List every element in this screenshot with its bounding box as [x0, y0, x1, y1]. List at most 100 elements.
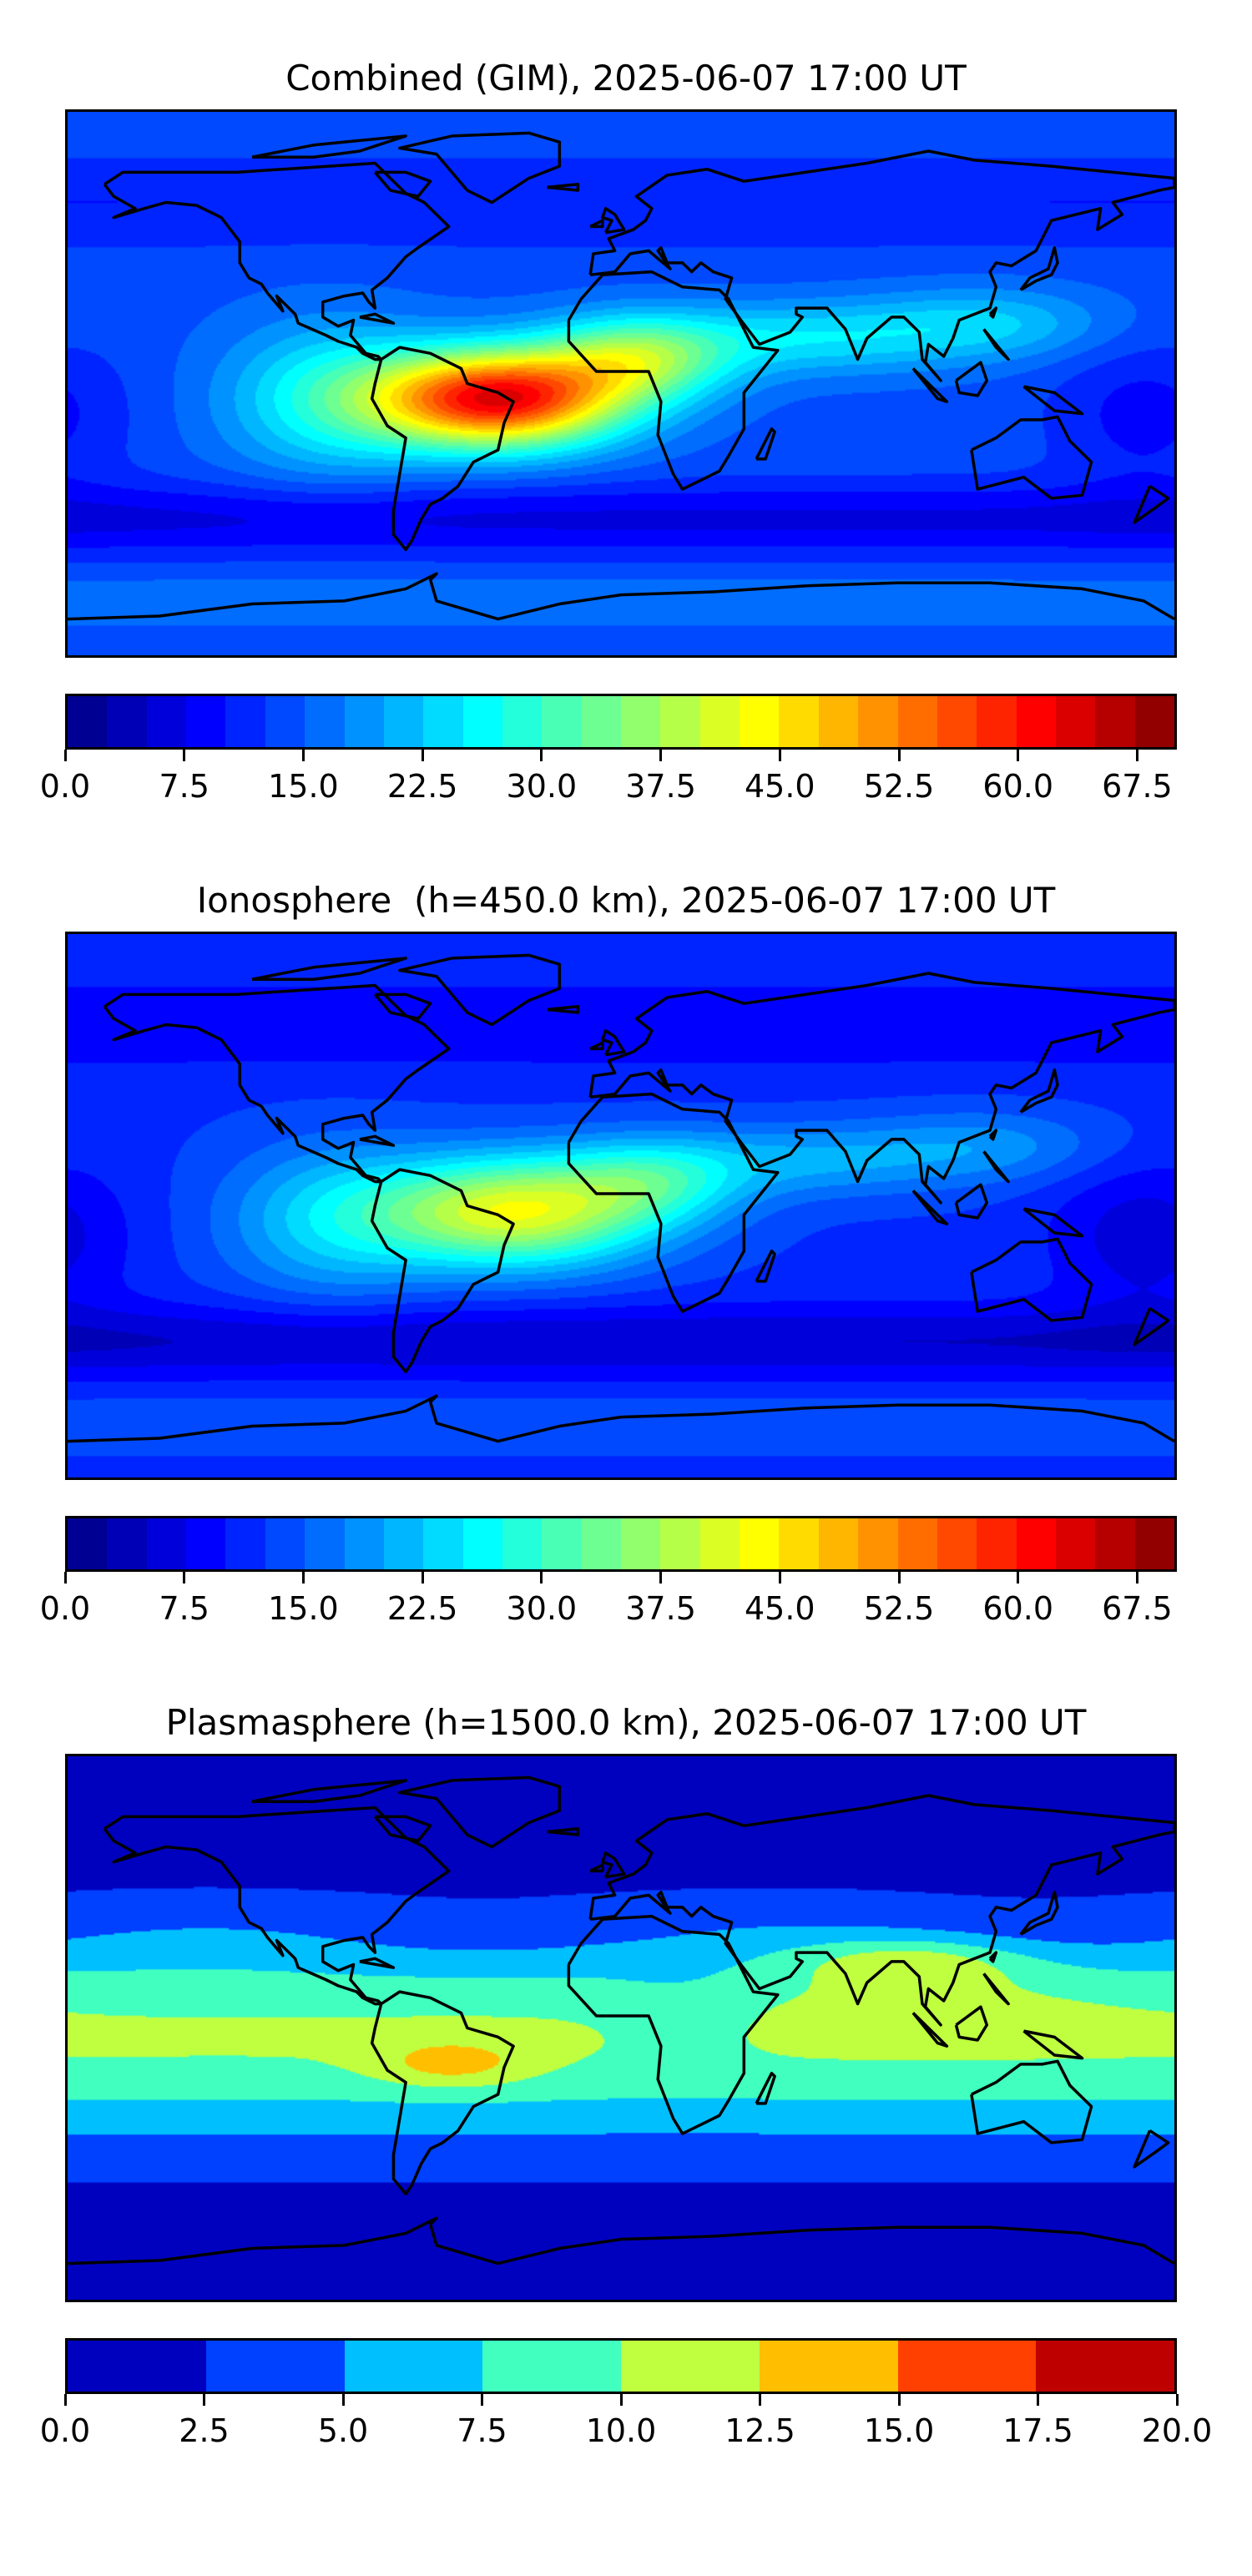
colorbar-tick	[481, 2394, 483, 2406]
coastline	[104, 985, 449, 1181]
coastline	[375, 172, 430, 196]
colorbar-segment	[759, 2341, 898, 2392]
colorbar-tick-label: 0.0	[39, 1590, 91, 1627]
map-ionosphere	[65, 932, 1177, 1480]
colorbar-segment	[186, 696, 226, 747]
colorbar-tick	[63, 750, 67, 761]
colorbar-segment	[225, 696, 265, 747]
colorbar-tick	[540, 1572, 543, 1583]
colorbar-ticks: 0.0 2.5 5.0 7.5 10.0 12.5 15.0 17.5 20.0	[40, 2394, 1212, 2461]
colorbar-segment	[1055, 696, 1096, 747]
colorbar-segment	[936, 1518, 977, 1569]
colorbar-tick-label: 52.5	[863, 768, 935, 805]
coastline	[104, 1807, 449, 2003]
colorbar-tick-label: 22.5	[386, 1590, 458, 1627]
coastline	[984, 1151, 1008, 1181]
colorbar-tick	[183, 1572, 186, 1583]
colorbar-segment	[107, 1518, 147, 1569]
colorbar-tick-label: 15.0	[268, 1590, 339, 1627]
colorbar-segment	[502, 696, 543, 747]
colorbar-segment	[462, 696, 502, 747]
colorbar-segment	[779, 696, 819, 747]
colorbar-tick	[183, 750, 186, 761]
map-combined	[65, 109, 1177, 658]
coastline	[956, 362, 987, 396]
colorbar-tick-label: 60.0	[982, 768, 1054, 805]
coastline	[972, 1239, 1092, 1321]
coastline	[913, 1190, 947, 1224]
coastline	[400, 133, 560, 202]
panel-title: Combined (GIM), 2025-06-07 17:00 UT	[285, 58, 967, 98]
colorbar-segment	[1134, 1518, 1175, 1569]
colorbar-tick-label: 15.0	[863, 2412, 935, 2449]
coastlines	[68, 112, 1174, 655]
colorbar-segment	[482, 2341, 621, 2392]
contour-field	[68, 112, 1174, 655]
colorbar-tick-label: 0.0	[39, 768, 91, 805]
colorbar-segment	[581, 696, 622, 747]
coastline	[400, 955, 560, 1024]
colorbar-segment	[305, 1518, 345, 1569]
colorbar-tick	[619, 2394, 623, 2406]
colorbar-segment	[502, 1518, 543, 1569]
colorbar	[65, 1516, 1177, 1572]
colorbar-tick	[659, 1572, 663, 1583]
colorbar-tick	[1017, 1572, 1020, 1583]
colorbar-segment	[621, 1518, 661, 1569]
coastline	[548, 184, 578, 190]
colorbar-segment	[699, 696, 740, 747]
coastline	[1021, 248, 1058, 290]
colorbar-segment	[107, 696, 147, 747]
colorbar-segment	[660, 696, 700, 747]
colorbar-tick	[421, 1572, 424, 1583]
colorbar-segment	[621, 696, 661, 747]
coastline	[568, 1917, 777, 2134]
coastline	[1134, 2130, 1169, 2166]
coastline	[956, 2007, 987, 2040]
colorbar-tick-label: 67.5	[1102, 1590, 1173, 1627]
colorbar-segment	[344, 1518, 384, 1569]
coastline	[400, 1777, 560, 1846]
coastline	[990, 1952, 996, 1962]
coastline	[548, 1007, 578, 1013]
colorbar-segment	[818, 696, 859, 747]
colorbar-segment	[936, 696, 977, 747]
colorbar-segment	[146, 1518, 187, 1569]
colorbar-tick-label: 45.0	[744, 1590, 815, 1627]
colorbar-segment	[977, 1518, 1017, 1569]
colorbar-tick-label: 17.5	[1002, 2412, 1073, 2449]
colorbar	[65, 2338, 1177, 2394]
colorbar-tick	[1135, 750, 1138, 761]
colorbar-segment	[305, 696, 345, 747]
colorbar-tick	[1017, 750, 1020, 761]
contour-field	[68, 1756, 1174, 2300]
colorbar-segment	[740, 696, 780, 747]
coastlines	[68, 934, 1174, 1477]
coastline	[360, 314, 394, 323]
coastline	[590, 1043, 603, 1048]
colorbar-ticks: 0.0 7.5 15.0 22.5 30.0 37.5 45.0 52.5 60.0 67.5	[40, 1572, 1177, 1639]
coastline	[913, 368, 947, 402]
colorbar-segment	[1016, 1518, 1056, 1569]
coastline	[68, 1396, 1174, 1441]
colorbar-segment	[344, 2341, 483, 2392]
panel-title: Plasmasphere (h=1500.0 km), 2025-06-07 1…	[165, 1702, 1087, 1743]
colorbar-segment	[205, 2341, 345, 2392]
colorbar-segment	[897, 696, 937, 747]
colorbar-tick-label: 7.5	[159, 1590, 210, 1627]
coastline	[590, 1796, 1174, 2025]
coastline	[603, 1853, 624, 1877]
coastline	[590, 1865, 603, 1871]
colorbar-tick-label: 10.0	[585, 2412, 657, 2449]
coastline	[1024, 2031, 1083, 2058]
colorbar-segment	[344, 696, 384, 747]
coastline	[603, 209, 624, 233]
colorbar-tick-label: 30.0	[506, 768, 578, 805]
coastline	[1024, 386, 1083, 414]
colorbar-ticks: 0.0 7.5 15.0 22.5 30.0 37.5 45.0 52.5 60.0 67.5	[40, 750, 1177, 816]
colorbar-tick	[63, 1572, 67, 1583]
colorbar-segment	[68, 2341, 206, 2392]
coastline	[984, 329, 1008, 359]
colorbar-tick	[1037, 2394, 1039, 2406]
coastline	[252, 136, 406, 157]
